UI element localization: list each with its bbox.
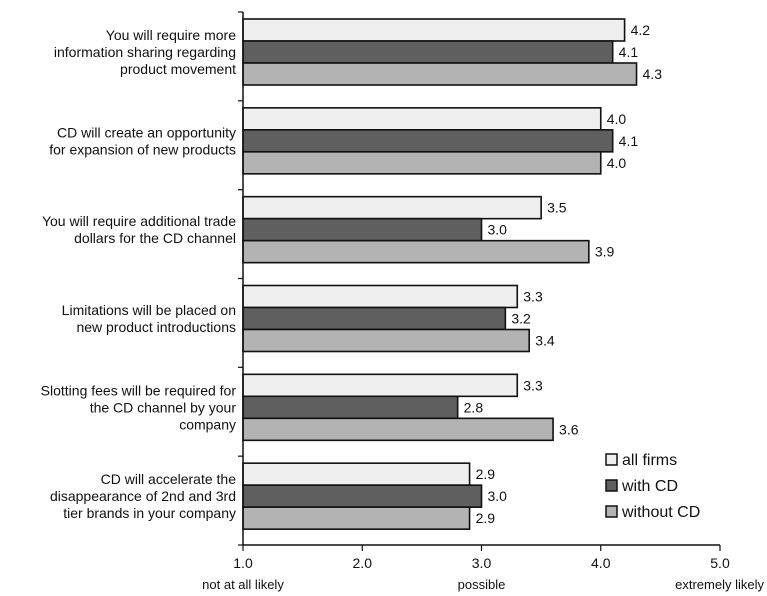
data-label: 3.3 <box>523 377 543 393</box>
bar <box>242 40 614 64</box>
category-label-line: tier brands in your company <box>63 505 236 521</box>
bar <box>242 129 614 153</box>
data-label: 3.9 <box>595 244 615 260</box>
data-label: 2.9 <box>476 510 496 526</box>
data-label: 4.0 <box>607 111 627 127</box>
legend-label: all firms <box>622 452 677 469</box>
category-label-line: the CD channel by your <box>90 399 237 415</box>
data-label: 2.8 <box>464 399 484 415</box>
category-label-line: dollars for the CD channel <box>74 230 236 246</box>
data-label: 3.0 <box>488 222 508 238</box>
bar <box>242 217 483 242</box>
category-label-line: CD will create an opportunity <box>57 124 236 140</box>
bar <box>242 18 626 42</box>
category-label-line: CD will accelerate the <box>101 471 237 487</box>
data-label: 4.2 <box>631 22 651 38</box>
category-label: CD will create an opportunity for expansi… <box>49 124 236 157</box>
category-label-line: Limitations will be placed on <box>62 302 236 318</box>
data-label: 3.5 <box>547 200 567 216</box>
category-label: Slotting fees will be required for the CD… <box>41 382 237 432</box>
bar <box>242 373 519 398</box>
category-label-line: Slotting fees will be required for <box>41 382 237 398</box>
x-tick-label: 4.0 <box>591 555 611 571</box>
bar <box>242 284 519 309</box>
data-label: 3.4 <box>535 333 555 349</box>
bar <box>242 306 507 331</box>
category-label-line: for expansion of new products <box>49 141 236 157</box>
data-label: 4.1 <box>619 44 639 60</box>
legend-label: without CD <box>621 504 700 521</box>
category-label-line: new product introductions <box>76 319 236 335</box>
x-anchor-label: possible <box>458 577 506 592</box>
bar <box>242 328 531 353</box>
bar <box>242 107 602 131</box>
category-label: You will require additional trade dollars… <box>42 213 236 246</box>
data-label: 2.9 <box>476 466 496 482</box>
bar <box>242 417 554 442</box>
x-anchor-label: not at all likely <box>202 577 284 592</box>
x-tick-label: 3.0 <box>472 555 492 571</box>
category-label: Limitations will be placed on new product… <box>62 302 236 335</box>
category-label: CD will accelerate the disappearance of 2… <box>50 471 236 521</box>
data-label: 3.0 <box>488 488 508 504</box>
legend-swatch <box>605 479 618 492</box>
legend-label: with CD <box>621 478 678 495</box>
bar <box>242 239 590 264</box>
data-label: 3.2 <box>511 311 531 327</box>
bar <box>242 484 483 508</box>
bar <box>242 195 542 220</box>
category-label-line: product movement <box>120 61 236 77</box>
bar <box>242 395 459 420</box>
legend-swatch <box>605 505 618 518</box>
category-label-line: disappearance of 2nd and 3rd <box>50 488 236 504</box>
category-label-line: company <box>179 416 236 432</box>
category-label-line: information sharing regarding <box>54 44 236 60</box>
data-label: 4.0 <box>607 155 627 171</box>
bar <box>242 151 602 175</box>
bar <box>242 506 471 530</box>
data-label: 3.3 <box>523 289 543 305</box>
category-label-line: You will require more <box>106 27 236 43</box>
category-label-line: You will require additional trade <box>42 213 236 229</box>
legend-swatch <box>605 453 618 466</box>
x-tick-label: 5.0 <box>710 555 730 571</box>
x-anchor-label: extremely likely <box>675 577 764 592</box>
data-label: 3.6 <box>559 421 579 437</box>
x-tick-label: 2.0 <box>353 555 373 571</box>
category-label: You will require more information sharing… <box>54 27 236 77</box>
data-label: 4.1 <box>619 133 639 149</box>
data-label: 4.3 <box>643 66 663 82</box>
x-tick-label: 1.0 <box>233 555 253 571</box>
bar <box>242 462 471 486</box>
bar <box>242 62 638 86</box>
